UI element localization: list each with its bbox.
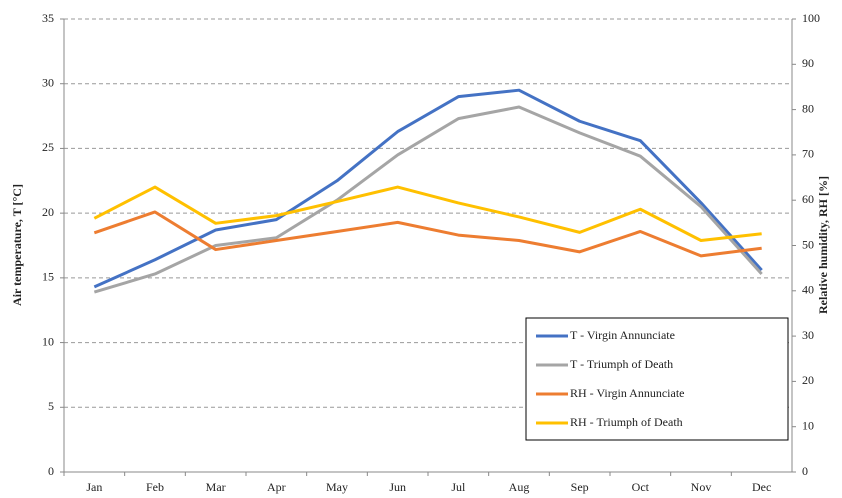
y2-axis-title: Relative humidity, RH [%] — [816, 176, 830, 314]
legend-label: RH - Virgin Annunciate — [570, 386, 685, 400]
y2-tick-label: 0 — [802, 464, 808, 478]
y-tick-label: 5 — [48, 399, 54, 413]
legend-label: RH - Triumph of Death — [570, 415, 683, 429]
legend-box — [525, 317, 789, 441]
legend-label: T - Triumph of Death — [570, 357, 673, 371]
y-axis-title: Air temperature, T [°C] — [10, 184, 24, 306]
y-tick-label: 30 — [42, 75, 54, 89]
y-tick-label: 20 — [42, 205, 54, 219]
series-line — [93, 105, 763, 294]
series-line — [93, 88, 763, 289]
y2-tick-label: 10 — [802, 418, 814, 432]
y2-tick-label: 100 — [802, 11, 820, 25]
y2-tick-label: 40 — [802, 283, 814, 297]
x-tick-label: Feb — [146, 480, 164, 494]
y2-tick-label: 50 — [802, 237, 814, 251]
x-tick-label: Jul — [451, 480, 466, 494]
x-tick-label: Oct — [632, 480, 650, 494]
x-tick-label: Mar — [206, 480, 226, 494]
y2-tick-label: 80 — [802, 101, 814, 115]
legend-label: T - Virgin Annunciate — [570, 328, 675, 342]
series-line — [93, 185, 762, 243]
y-tick-label: 15 — [42, 270, 54, 284]
x-tick-label: Apr — [267, 480, 286, 494]
y-tick-label: 25 — [42, 140, 54, 154]
x-tick-label: Dec — [752, 480, 771, 494]
x-tick-label: Aug — [509, 480, 530, 494]
y2-tick-label: 60 — [802, 192, 814, 206]
y2-tick-label: 70 — [802, 147, 814, 161]
x-tick-label: Jan — [86, 480, 102, 494]
series-line — [93, 210, 762, 258]
y-tick-label: 10 — [42, 334, 54, 348]
y-tick-label: 0 — [48, 464, 54, 478]
x-tick-label: May — [326, 480, 348, 494]
x-tick-label: Sep — [571, 480, 589, 494]
y2-tick-label: 30 — [802, 328, 814, 342]
x-tick-label: Jun — [389, 480, 406, 494]
x-tick-label: Nov — [691, 480, 712, 494]
y-tick-label: 35 — [42, 11, 54, 25]
y2-tick-label: 20 — [802, 373, 814, 387]
y2-tick-label: 90 — [802, 56, 814, 70]
